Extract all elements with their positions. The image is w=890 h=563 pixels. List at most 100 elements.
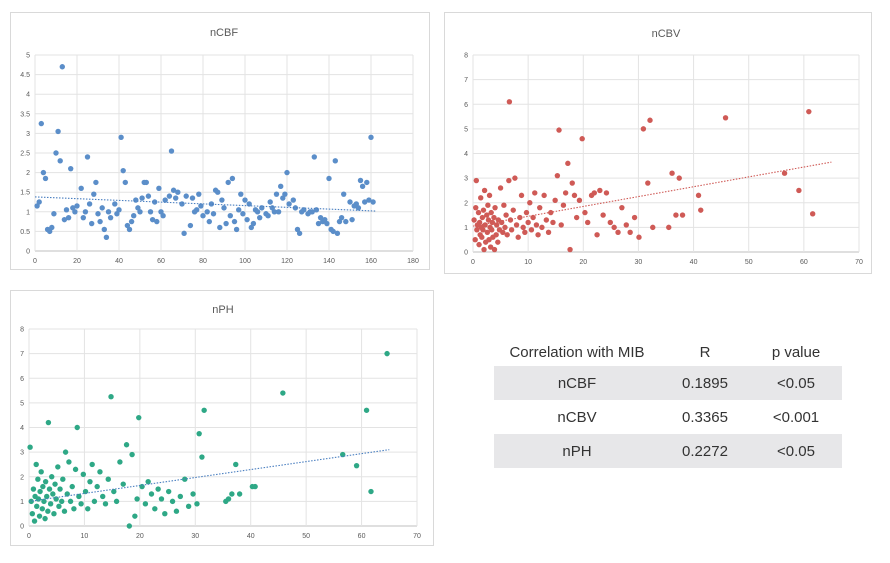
data-point xyxy=(252,483,258,490)
data-point xyxy=(36,513,43,519)
data-point xyxy=(72,209,78,215)
y-tick-label: 4 xyxy=(20,425,24,432)
data-point xyxy=(206,218,212,225)
y-tick-label: 7 xyxy=(464,77,468,84)
data-point xyxy=(57,486,63,492)
data-point xyxy=(91,191,97,197)
data-point xyxy=(196,430,202,437)
data-point xyxy=(156,185,162,191)
data-point xyxy=(491,246,498,253)
data-point xyxy=(152,506,158,512)
data-point xyxy=(233,226,240,233)
table-header-row: Correlation with MIB R p value xyxy=(494,338,842,366)
x-tick-label: 180 xyxy=(407,258,419,265)
data-point xyxy=(528,227,535,233)
data-point xyxy=(473,177,480,184)
data-point xyxy=(558,222,564,228)
row-p-value: <0.001 xyxy=(772,408,820,426)
data-point xyxy=(532,190,538,196)
data-point xyxy=(567,246,573,253)
data-point xyxy=(51,510,57,517)
data-point xyxy=(56,503,62,509)
data-point xyxy=(175,189,181,195)
data-point xyxy=(53,496,59,502)
data-point xyxy=(149,216,156,223)
chart-title: nPH xyxy=(212,304,233,316)
data-point xyxy=(217,224,223,231)
data-point xyxy=(357,177,364,184)
y-tick-label: 2 xyxy=(26,170,30,177)
data-point xyxy=(66,459,72,465)
data-point xyxy=(169,498,176,505)
data-point xyxy=(95,211,101,217)
data-point xyxy=(139,195,145,201)
data-point xyxy=(229,491,235,497)
data-point xyxy=(39,506,46,512)
data-point xyxy=(368,488,374,495)
ncbf-chart-panel: nCBF 0 0.5 1 1.5 2 2.5 3 3.5 4 4.5 5 0 20 40 60 80 100 120… xyxy=(10,12,430,270)
data-point xyxy=(362,199,368,205)
data-point xyxy=(525,219,531,226)
data-point xyxy=(120,481,126,487)
data-point xyxy=(89,220,95,227)
data-point xyxy=(31,518,38,524)
data-point xyxy=(645,180,651,186)
data-point xyxy=(134,496,140,502)
x-tick-label: 100 xyxy=(239,258,251,265)
data-point xyxy=(242,197,248,203)
data-point xyxy=(315,220,322,227)
data-point xyxy=(97,218,103,225)
data-point xyxy=(489,219,495,226)
data-point xyxy=(471,217,477,223)
data-point xyxy=(560,202,567,208)
data-point xyxy=(556,127,562,133)
data-point xyxy=(122,179,128,186)
data-point xyxy=(137,209,143,215)
data-point xyxy=(368,134,374,141)
data-point xyxy=(177,493,184,500)
data-point xyxy=(37,488,43,495)
y-tick-label: 4 xyxy=(26,92,30,99)
data-point xyxy=(267,199,273,205)
data-point xyxy=(100,493,106,500)
data-point xyxy=(33,461,39,468)
x-tick-label: 60 xyxy=(800,259,808,266)
data-point xyxy=(94,483,100,490)
data-point xyxy=(145,478,151,485)
data-point xyxy=(71,506,77,512)
data-point xyxy=(29,510,36,517)
data-point xyxy=(370,199,376,205)
data-point xyxy=(366,197,372,203)
data-point xyxy=(173,508,180,514)
data-point xyxy=(87,478,93,485)
data-point xyxy=(523,209,530,216)
data-point xyxy=(669,170,675,176)
data-point xyxy=(120,167,126,174)
ncbf-scatter-plot: nCBF 0 0.5 1 1.5 2 2.5 3 3.5 4 4.5 5 0 20 40 60 80 100 120… xyxy=(20,27,419,265)
y-tick-label: 3 xyxy=(464,176,468,183)
x-tick-label: 140 xyxy=(323,258,335,265)
data-point xyxy=(236,207,242,213)
data-point xyxy=(781,170,788,176)
data-point xyxy=(86,201,93,207)
correlation-table: Correlation with MIB R p value nCBF 0.18… xyxy=(494,338,842,468)
y-tick-label: 0 xyxy=(26,249,30,256)
data-point xyxy=(286,201,292,207)
data-point xyxy=(338,214,345,221)
x-tick-label: 70 xyxy=(855,259,863,266)
data-point xyxy=(80,471,87,477)
data-point xyxy=(254,209,261,215)
data-point xyxy=(102,501,109,507)
data-point xyxy=(569,180,575,186)
data-point xyxy=(227,213,233,219)
x-tick-label: 60 xyxy=(157,258,165,265)
data-point xyxy=(607,219,614,226)
data-point xyxy=(74,203,80,209)
data-point xyxy=(565,160,571,167)
data-point xyxy=(330,228,336,235)
data-point xyxy=(200,213,206,219)
data-point xyxy=(265,213,271,219)
table-row: nCBF 0.1895 <0.05 xyxy=(494,366,842,400)
table-row: nPH 0.2272 <0.05 xyxy=(494,434,842,468)
x-tick-label: 20 xyxy=(136,533,144,540)
